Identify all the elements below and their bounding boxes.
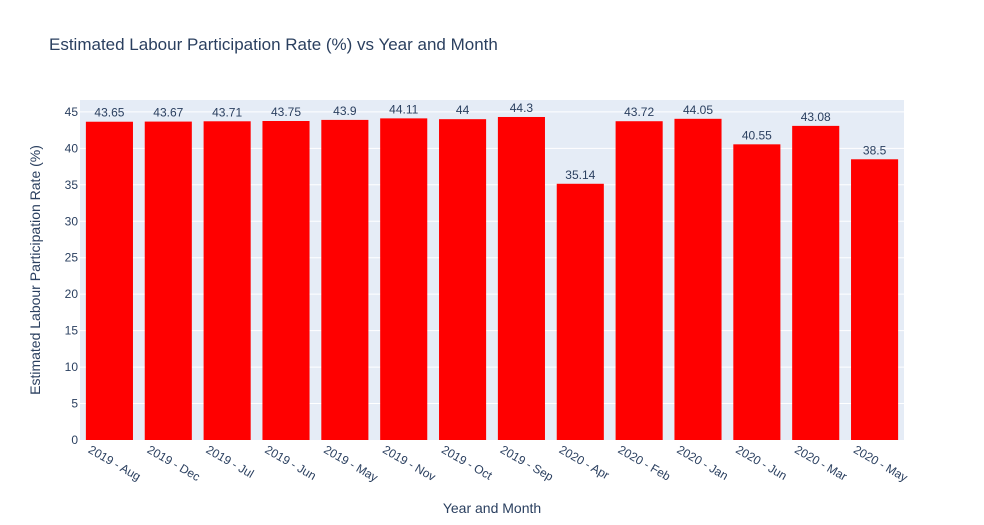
x-tick-label: 2020 - Jun: [733, 442, 789, 482]
bar-value-label: 43.65: [94, 106, 124, 120]
y-tick-label: 35: [65, 178, 79, 192]
bar-2019-jul: [203, 121, 251, 440]
y-axis-ticks: 0 5 10 15 20 25 30 35 40 45: [65, 105, 79, 447]
x-tick-label: 2020 - May: [851, 442, 910, 484]
bar-2020-apr: [556, 183, 604, 440]
x-tick-label: 2020 - Mar: [792, 442, 849, 483]
y-tick-label: 15: [65, 324, 79, 338]
bar-2019-oct: [439, 119, 487, 440]
x-tick-label: 2019 - Jun: [263, 442, 319, 482]
bar-2020-jun: [733, 144, 781, 440]
y-tick-label: 20: [65, 287, 79, 301]
x-axis-ticks: 2019 - Aug 2019 - Dec 2019 - Jul 2019 - Jun…: [86, 442, 910, 484]
bar-value-label: 40.55: [742, 128, 772, 142]
y-tick-label: 5: [71, 397, 78, 411]
x-tick-label: 2020 - Feb: [616, 442, 674, 483]
bar-2020-may: [851, 159, 899, 441]
bar-value-label: 44.3: [510, 101, 534, 115]
bar-value-label: 38.5: [863, 143, 887, 157]
y-tick-label: 10: [65, 360, 79, 374]
x-tick-label: 2019 - Jul: [204, 442, 257, 480]
x-tick-label: 2019 - Aug: [86, 442, 143, 483]
bar-value-label: 44: [456, 103, 470, 117]
bar-2019-aug: [85, 121, 133, 440]
y-tick-label: 25: [65, 251, 79, 265]
bar-2020-mar: [792, 125, 840, 441]
bar-2020-jan: [674, 118, 722, 440]
bar-2019-sep: [497, 116, 545, 440]
bars: [85, 116, 899, 441]
bar-value-label: 43.9: [333, 104, 357, 118]
bar-2019-nov: [380, 118, 428, 440]
x-tick-label: 2019 - May: [321, 442, 380, 484]
y-tick-label: 40: [65, 141, 79, 155]
x-tick-label: 2019 - Dec: [145, 442, 203, 483]
chart-title: Estimated Labour Participation Rate (%) …: [49, 35, 498, 54]
y-tick-label: 30: [65, 214, 79, 228]
bar-value-label: 43.67: [153, 106, 183, 120]
bar-value-label: 43.72: [624, 105, 654, 119]
x-tick-label: 2019 - Oct: [439, 442, 495, 482]
x-tick-label: 2019 - Sep: [498, 442, 556, 484]
bar-value-label: 43.75: [271, 105, 301, 119]
bar-2019-may: [321, 119, 369, 440]
bar-value-label: 43.71: [212, 105, 242, 119]
bar-value-label: 44.05: [683, 103, 713, 117]
x-tick-label: 2019 - Nov: [380, 442, 438, 483]
x-tick-label: 2020 - Jan: [675, 442, 731, 482]
bar-value-label: 44.11: [389, 102, 418, 116]
y-tick-label: 45: [65, 105, 79, 119]
bar-value-label: 35.14: [565, 168, 595, 182]
x-axis-title: Year and Month: [443, 500, 541, 516]
x-tick-label: 2020 - Apr: [557, 442, 612, 482]
bar-2019-dec: [144, 121, 192, 440]
y-tick-label: 0: [71, 433, 78, 447]
bar-2020-feb: [615, 121, 663, 440]
y-axis-title: Estimated Labour Participation Rate (%): [27, 145, 43, 395]
bar-value-label: 43.08: [801, 110, 831, 124]
bar-2019-jun: [262, 120, 310, 440]
bar-labels: 43.65 43.67 43.71 43.75 43.9 44.11 44 44.3 35.14…: [94, 101, 886, 182]
